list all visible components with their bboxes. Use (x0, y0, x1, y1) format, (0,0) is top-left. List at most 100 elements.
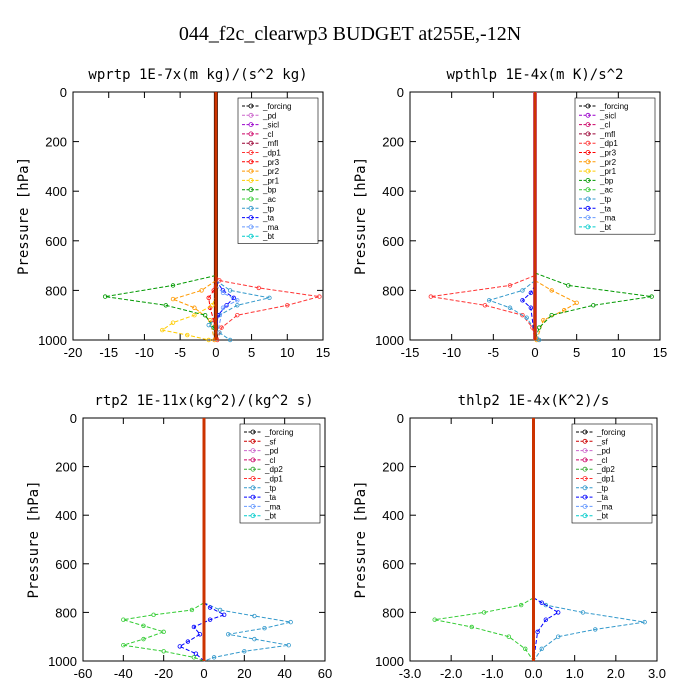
x-tick-label: -40 (114, 666, 133, 681)
series-point (580, 610, 586, 615)
series-point (211, 655, 217, 660)
series-point (227, 337, 233, 343)
series-point (197, 632, 203, 637)
legend-label: _bt (596, 512, 609, 521)
x-tick-label: -20 (154, 666, 173, 681)
plot-frame (72, 91, 324, 341)
panel-rtp2: rtp2 1E-11x(kg^2)/(kg^2 s) Pressure [hPa]… (26, 393, 332, 681)
legend-label: _forcing (599, 102, 628, 111)
series-line-tp (203, 602, 291, 662)
x-tick-label: 10 (611, 345, 625, 360)
series-point (520, 298, 525, 303)
series-point (528, 290, 534, 296)
series-line-tp (533, 597, 645, 662)
series-point (102, 294, 108, 299)
y-axis-label: Pressure [hPa] (16, 157, 32, 275)
legend-label: _forcing (264, 428, 293, 437)
legend-marker (248, 140, 254, 146)
legend-label: _pd (262, 111, 276, 120)
legend-label: _ta (599, 204, 612, 213)
panel-title: wpthlp 1E-4x(m K)/s^2 (446, 67, 623, 83)
legend-marker (582, 466, 588, 472)
y-tick-label: 1000 (375, 333, 404, 348)
legend-marker (582, 476, 588, 481)
series-point (536, 337, 542, 343)
series-point (520, 313, 525, 318)
series-point (285, 303, 290, 308)
y-tick-label: 800 (45, 283, 67, 298)
legend-marker (585, 150, 591, 155)
x-tick-label: -5 (174, 345, 186, 360)
legend-marker (585, 159, 591, 165)
series-point (189, 607, 195, 613)
panel-title: wprtp 1E-7x(m kg)/(s^2 kg) (88, 67, 307, 83)
y-tick-label: 200 (55, 460, 77, 475)
legend-label: _ac (599, 186, 613, 195)
series-line-ma (215, 285, 239, 341)
y-tick-label: 0 (397, 411, 404, 426)
series-point (199, 288, 204, 293)
panel-title: thlp2 1E-4x(K^2)/s (458, 393, 610, 409)
legend-marker (585, 224, 591, 230)
series-point (185, 639, 191, 644)
y-tick-label: 200 (382, 460, 404, 475)
legend-marker (585, 215, 591, 221)
legend-marker (582, 438, 588, 444)
series-line-ac (123, 602, 205, 662)
x-tick-label: -20 (64, 345, 83, 360)
legend-marker (248, 103, 254, 109)
x-tick-label: 0 (212, 345, 219, 360)
series-point (561, 308, 567, 313)
x-tick-label: 20 (237, 666, 251, 681)
series-point (193, 651, 199, 656)
legend-label: _tp (262, 204, 275, 213)
series-point (220, 305, 226, 310)
series-point (217, 278, 222, 283)
x-tick-label: -10 (442, 345, 461, 360)
series-line-tp (487, 280, 540, 341)
series-point (469, 624, 474, 630)
series-point (170, 320, 176, 325)
y-tick-label: 800 (382, 283, 404, 298)
legend-label: _dp1 (262, 149, 281, 158)
series-point (219, 325, 224, 330)
series-point (221, 612, 227, 618)
series-point (192, 313, 197, 318)
legend-label: _dp1 (596, 475, 615, 484)
legend-marker (248, 196, 254, 202)
series-point (482, 303, 488, 308)
series-point (549, 313, 554, 318)
series-line-ac (434, 597, 534, 662)
panel-wprtp: wprtp 1E-7x(m kg)/(s^2 kg) Pressure [hPa]… (16, 67, 330, 360)
legend-label: _ma (262, 223, 279, 232)
legend-label: _cl (599, 121, 610, 130)
y-tick-label: 0 (397, 85, 404, 100)
series-point (539, 600, 544, 605)
legend-marker (248, 159, 254, 165)
legend-marker (585, 205, 591, 211)
legend-marker (248, 177, 254, 183)
legend-marker (248, 168, 254, 174)
series-point (170, 283, 176, 288)
x-tick-label: 5 (248, 345, 255, 360)
series-point (317, 294, 322, 299)
series-point (235, 303, 240, 308)
legend-box (574, 97, 656, 235)
series-point (591, 303, 596, 308)
series-point (151, 612, 156, 618)
series-point (520, 288, 525, 293)
series-line-ta (215, 280, 235, 341)
series-point (566, 283, 571, 288)
series-point (225, 632, 231, 637)
legend-label: _mfl (599, 130, 615, 139)
y-tick-label: 800 (55, 605, 77, 620)
legend-marker (585, 103, 591, 109)
legend-marker (248, 150, 254, 155)
legend-label: _ma (599, 214, 616, 223)
legend-label: _ta (262, 214, 275, 223)
series-point (507, 305, 513, 310)
series-line-bp (534, 272, 652, 341)
legend-label: _dp2 (264, 465, 283, 474)
x-tick-label: 0 (200, 666, 207, 681)
